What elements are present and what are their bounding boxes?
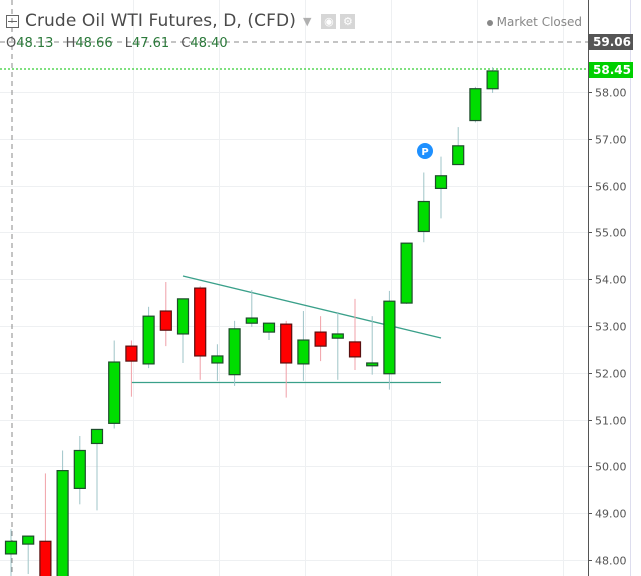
candle	[176, 298, 190, 363]
open-value: 48.13	[16, 36, 54, 51]
eye-icon[interactable]: ◉	[321, 13, 337, 29]
low-value: 47.61	[131, 36, 170, 51]
market-status-text: Market Closed	[496, 15, 582, 29]
p-marker[interactable]: P	[417, 143, 433, 159]
candle	[297, 311, 310, 381]
candle	[159, 282, 172, 347]
candle	[125, 340, 138, 397]
svg-text:55.00: 55.00	[595, 227, 627, 240]
candle	[108, 340, 121, 429]
candle	[90, 428, 104, 511]
candle	[245, 289, 258, 327]
candle	[417, 172, 430, 243]
svg-text:48.00: 48.00	[595, 555, 627, 568]
symbol-legend[interactable]: Crude Oil WTI Futures, D, (CFD) ▼ ◉ ⚙	[6, 11, 356, 31]
svg-text:P: P	[421, 147, 428, 158]
candle	[366, 316, 379, 375]
candle	[486, 67, 499, 93]
symbol-title[interactable]: Crude Oil WTI Futures, D, (CFD)	[25, 11, 296, 31]
svg-text:54.00: 54.00	[595, 274, 627, 287]
candle	[142, 306, 155, 369]
svg-text:52.00: 52.00	[595, 368, 627, 381]
candle	[434, 156, 448, 219]
dropdown-caret-icon[interactable]: ▼	[302, 14, 312, 28]
ohlc-values: O48.13 H48.66 L47.61 C48.40	[6, 36, 236, 51]
collapse-legend-icon[interactable]	[6, 14, 19, 28]
candle	[331, 311, 344, 380]
candle	[228, 320, 241, 386]
candle	[383, 290, 396, 390]
svg-text:57.00: 57.00	[595, 134, 627, 147]
market-status: Market Closed	[486, 15, 582, 29]
close-label: C	[181, 36, 191, 51]
candle	[73, 435, 86, 505]
high-label: H	[65, 36, 76, 51]
high-value: 48.66	[75, 36, 113, 51]
close-value: 48.40	[190, 36, 228, 51]
candle	[400, 242, 413, 305]
price-axis[interactable]: 48.00 49.00 50.00 51.00 52.00 53.00 54.00 55.00…	[588, 0, 631, 576]
gear-icon[interactable]: ⚙	[340, 13, 356, 29]
candlestick-series	[4, 67, 499, 576]
svg-text:50.00: 50.00	[595, 461, 627, 474]
open-label: O	[6, 36, 17, 51]
current-price-tag: 58.45	[589, 62, 633, 78]
grid-lines	[0, 0, 588, 576]
candle	[56, 450, 69, 576]
svg-text:58.00: 58.00	[595, 87, 627, 100]
candle	[211, 344, 224, 381]
candle	[348, 298, 362, 370]
svg-text:51.00: 51.00	[595, 415, 627, 428]
candle	[314, 316, 327, 362]
candle	[4, 529, 18, 576]
candle	[39, 473, 52, 576]
candle	[262, 322, 276, 341]
svg-text:53.00: 53.00	[595, 321, 627, 334]
svg-text:56.00: 56.00	[595, 181, 627, 194]
candle	[194, 286, 207, 380]
status-dot-icon	[486, 19, 493, 26]
crosshair-price-tag: 59.06	[589, 34, 633, 50]
candle	[22, 535, 35, 575]
low-label: L	[124, 36, 132, 51]
candle	[452, 127, 465, 166]
candle	[469, 86, 482, 123]
svg-text:49.00: 49.00	[595, 508, 627, 521]
candle	[280, 320, 293, 398]
